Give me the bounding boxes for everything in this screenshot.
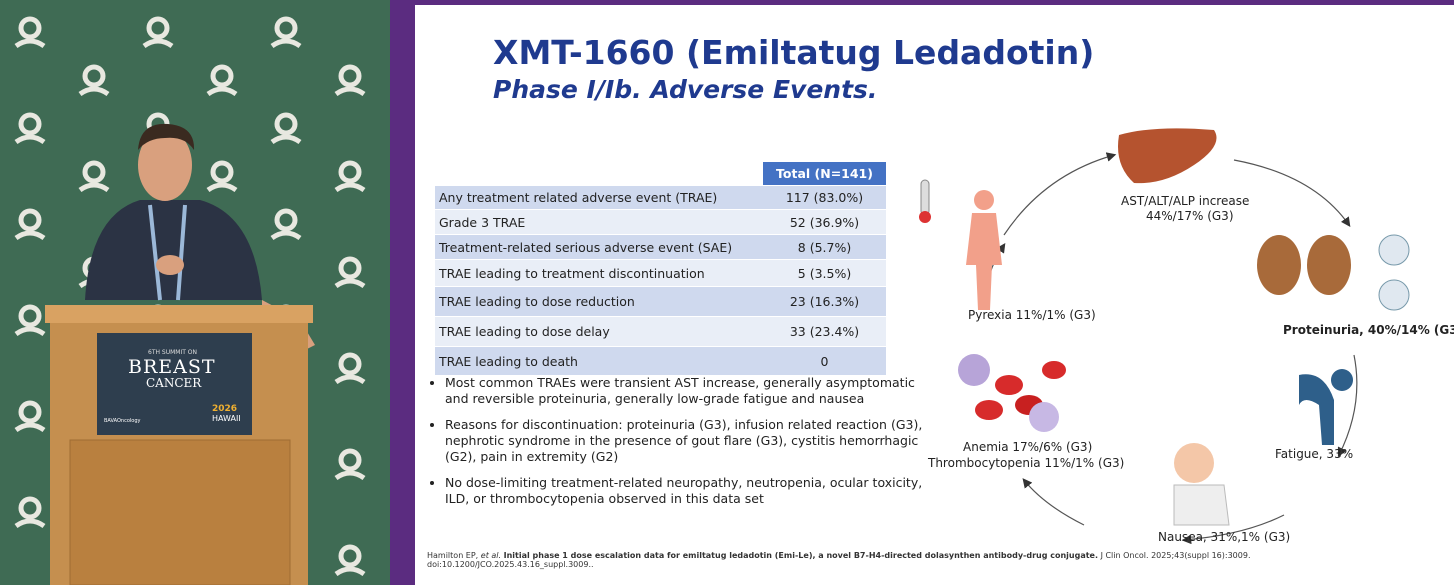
blood-icon: [958, 354, 1066, 432]
table-row: TRAE leading to dose reduction 23 (16.3%): [435, 286, 886, 317]
liver-label: AST/ALT/ALP increase: [1121, 194, 1250, 208]
liver-label: 44%/17% (G3): [1146, 209, 1234, 223]
bullet: Most common TRAEs were transient AST inc…: [445, 375, 925, 407]
podium-word: BREAST: [128, 356, 216, 378]
slide-subtitle: Phase I/Ib. Adverse Events.: [493, 75, 878, 104]
table-cell: TRAE leading to dose reduction: [435, 286, 763, 317]
bullet: No dose-limiting treatment-related neuro…: [445, 475, 925, 507]
bullet: Reasons for discontinuation: proteinuria…: [445, 417, 925, 465]
table-cell: 8 (5.7%): [763, 234, 886, 260]
cells-icon: [1378, 234, 1410, 311]
table-row: TRAE leading to treatment discontinuatio…: [435, 259, 886, 287]
fatigue-icon: [1299, 369, 1353, 445]
table-row: TRAE leading to dose delay 33 (23.4%): [435, 316, 886, 347]
table-cell: TRAE leading to treatment discontinuatio…: [435, 259, 763, 287]
podium-word: CANCER: [146, 376, 202, 390]
kidney-icon: [1257, 235, 1351, 295]
ae-table: Total (N=141) Any treatment related adve…: [435, 162, 886, 375]
table-cell: Grade 3 TRAE: [435, 209, 763, 235]
table-cell: 33 (23.4%): [763, 316, 886, 347]
table-cell: TRAE leading to dose delay: [435, 316, 763, 347]
table-cell: 52 (36.9%): [763, 209, 886, 235]
kidney-label: Proteinuria, 40%/14% (G3): [1283, 323, 1454, 337]
speaker: [85, 123, 315, 350]
thermometer-icon: [919, 179, 931, 223]
citation: Hamilton EP, et al. Initial phase 1 dose…: [427, 551, 1327, 569]
table-row: TRAE leading to death 0: [435, 346, 886, 375]
citation-title: Initial phase 1 dose escalation data for…: [503, 551, 1099, 560]
table-cell: Treatment-related serious adverse event …: [435, 234, 763, 260]
stage: [0, 0, 390, 585]
ae-diagram: [919, 128, 1410, 545]
citation-etal: et al.: [480, 551, 502, 560]
blood-label: Anemia 17%/6% (G3): [963, 440, 1093, 454]
podium-year: 2026: [212, 404, 238, 414]
podium-sponsor: BAVAOncology: [104, 418, 141, 424]
table-cell: TRAE leading to death: [435, 346, 763, 375]
table-cell: 5 (3.5%): [763, 259, 886, 287]
citation-source: J Clin Oncol. 2025;43(suppl 16):3009.: [1100, 551, 1251, 560]
table-row: Treatment-related serious adverse event …: [435, 234, 886, 260]
blood-label: Thrombocytopenia 11%/1% (G3): [928, 456, 1125, 470]
table-cell: 0: [763, 346, 886, 375]
header-cell: [435, 162, 763, 186]
body-icon: [966, 190, 1002, 310]
header-row: Total (N=141): [435, 162, 886, 186]
table-row: Grade 3 TRAE 52 (36.9%): [435, 209, 886, 235]
podium-edition: 6TH SUMMIT ON: [148, 349, 198, 356]
fatigue-label: Fatigue, 33%: [1275, 447, 1354, 461]
liver-icon: [1118, 128, 1217, 184]
header-cell: Total (N=141): [763, 162, 886, 186]
table-cell: 23 (16.3%): [763, 286, 886, 317]
table-cell: Any treatment related adverse event (TRA…: [435, 185, 763, 210]
pyrexia-label: Pyrexia 11%/1% (G3): [968, 308, 1096, 322]
nausea-icon: [1173, 443, 1230, 526]
bullet-list: Most common TRAEs were transient AST inc…: [429, 375, 925, 517]
table-row: Any treatment related adverse event (TRA…: [435, 185, 886, 210]
podium-place: HAWAII: [212, 414, 241, 423]
podium: [45, 305, 313, 585]
slide: XMT-1660 (Emiltatug Ledadotin) Phase I/I…: [415, 5, 1454, 585]
slide-title: XMT-1660 (Emiltatug Ledadotin): [493, 33, 1095, 72]
table-cell: 117 (83.0%): [763, 185, 886, 210]
citation-doi: doi:10.1200/JCO.2025.43.16_suppl.3009..: [427, 560, 594, 569]
citation-authors: Hamilton EP,: [427, 551, 479, 560]
nausea-label: Nausea, 31%,1% (G3): [1158, 530, 1291, 544]
